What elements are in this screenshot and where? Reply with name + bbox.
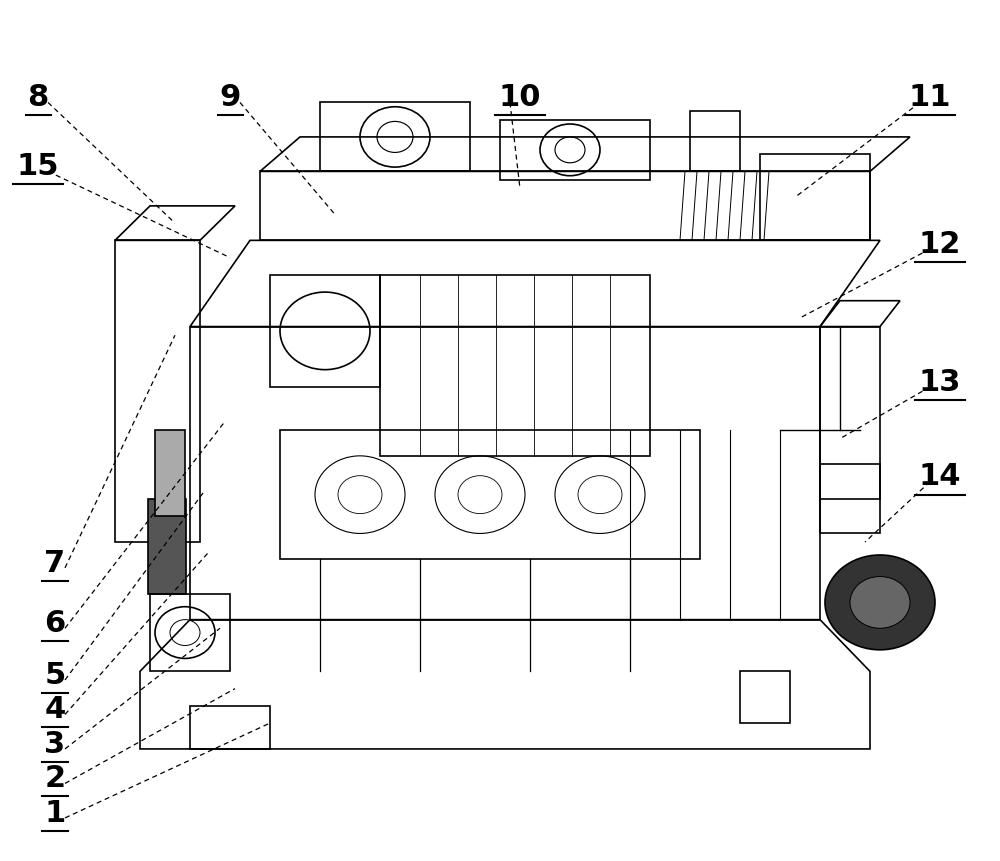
Text: 4: 4	[44, 694, 66, 723]
Circle shape	[850, 577, 910, 629]
Bar	[148, 499, 186, 594]
Text: 7: 7	[44, 548, 66, 577]
Text: 14: 14	[919, 461, 961, 491]
Text: 13: 13	[919, 367, 961, 396]
Text: 11: 11	[909, 83, 951, 112]
Bar	[155, 430, 185, 517]
Text: 3: 3	[44, 728, 66, 758]
Text: 12: 12	[919, 229, 961, 258]
Circle shape	[825, 555, 935, 650]
Text: 6: 6	[44, 608, 66, 637]
Text: 9: 9	[219, 83, 241, 112]
Text: 5: 5	[44, 660, 66, 689]
Text: 15: 15	[17, 152, 59, 181]
Text: 8: 8	[27, 83, 49, 112]
Text: 2: 2	[44, 763, 66, 792]
Text: 10: 10	[499, 83, 541, 112]
Text: 1: 1	[44, 797, 66, 827]
